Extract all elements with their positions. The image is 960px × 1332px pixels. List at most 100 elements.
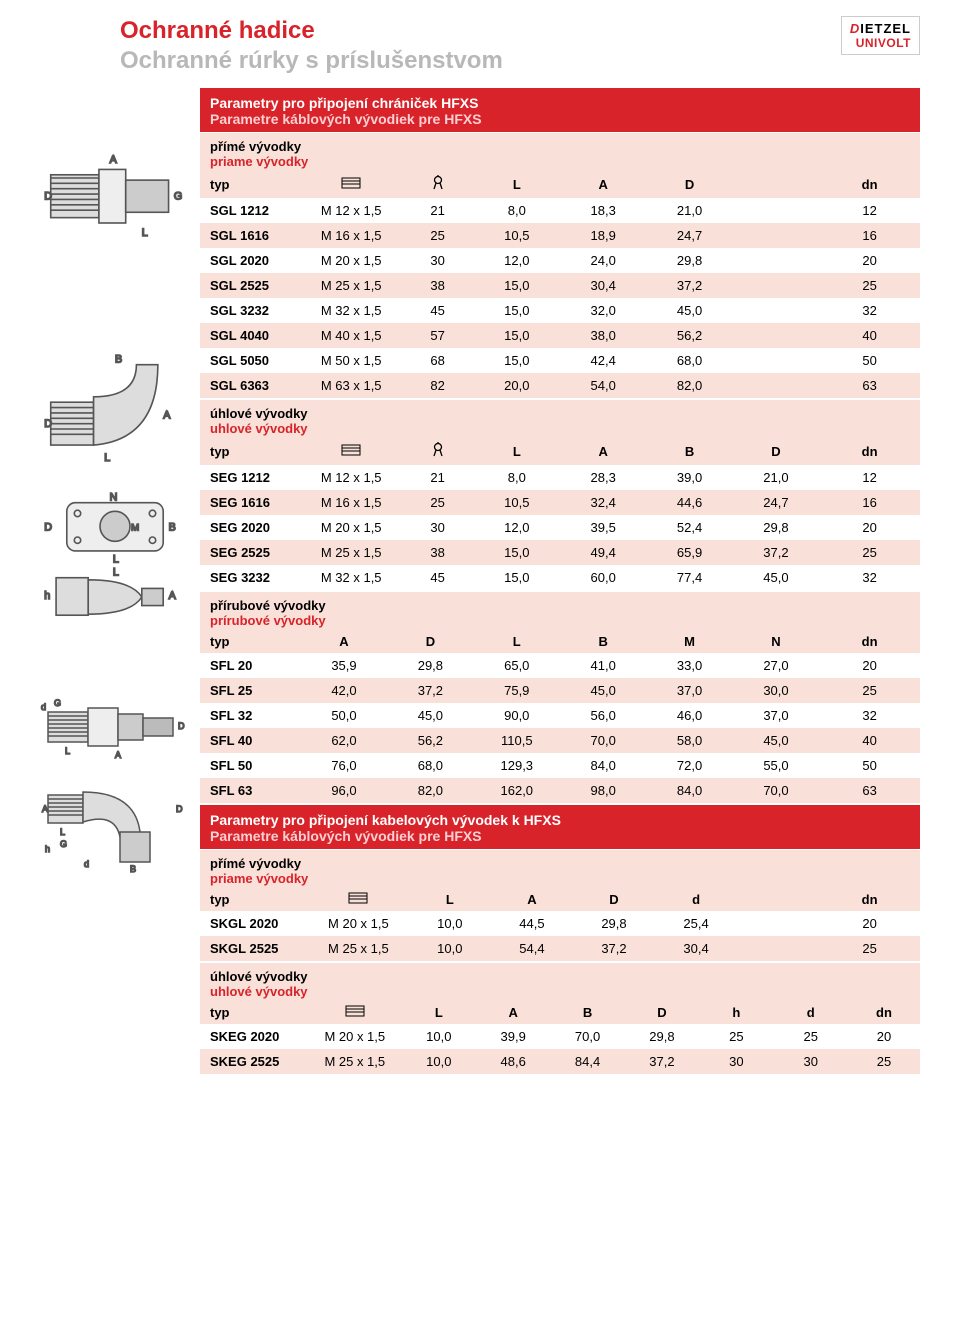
row-cell: 38,0 xyxy=(560,323,646,348)
row-cell: 45,0 xyxy=(646,298,732,323)
row-cell: 62,0 xyxy=(301,728,387,753)
row-cell: 28,3 xyxy=(560,465,646,490)
col-N: N xyxy=(733,630,819,653)
row-cell: 129,3 xyxy=(474,753,560,778)
row-cell: 54,0 xyxy=(560,373,646,398)
row-cell: 25 xyxy=(774,1024,848,1049)
row-cell: 84,0 xyxy=(560,753,646,778)
row-cell: 21 xyxy=(402,198,474,223)
row-cell: 37,2 xyxy=(646,273,732,298)
skeg-subheading: úhlové vývodky uhlové vývodky xyxy=(200,963,920,1001)
row-cell: 25,4 xyxy=(655,911,737,936)
row-type: SGL 5050 xyxy=(200,348,301,373)
row-type: SKEG 2020 xyxy=(200,1024,308,1049)
seg-sub-cs: úhlové vývodky xyxy=(210,406,910,421)
row-cell: 45,0 xyxy=(733,728,819,753)
thread-icon xyxy=(301,438,402,465)
row-cell: 10,0 xyxy=(409,911,491,936)
row-type: SGL 2525 xyxy=(200,273,301,298)
row-cell: M 32 x 1,5 xyxy=(301,565,402,590)
row-cell: 16 xyxy=(819,490,920,515)
table-row: SEG 2020M 20 x 1,53012,039,552,429,820 xyxy=(200,515,920,540)
row-cell: 8,0 xyxy=(474,465,560,490)
row-cell: 45 xyxy=(402,298,474,323)
row-cell xyxy=(733,348,819,373)
table-row: SKEG 2020M 20 x 1,510,039,970,029,825252… xyxy=(200,1024,920,1049)
row-cell: 50,0 xyxy=(301,703,387,728)
col-L: L xyxy=(474,171,560,198)
section1-title-sk: Parametre káblových vývodiek pre HFXS xyxy=(210,111,910,127)
row-cell: 76,0 xyxy=(301,753,387,778)
row-cell: 82,0 xyxy=(646,373,732,398)
row-type: SFL 50 xyxy=(200,753,301,778)
row-cell: 46,0 xyxy=(646,703,732,728)
svg-text:D: D xyxy=(44,522,52,534)
row-cell: 20 xyxy=(819,248,920,273)
content-grid: A D G L B D xyxy=(0,88,960,1074)
col-typ: typ xyxy=(200,1001,308,1024)
svg-text:L: L xyxy=(60,827,65,837)
row-cell: 41,0 xyxy=(560,653,646,678)
skeg-sub-sk: uhlové vývodky xyxy=(210,984,910,999)
row-cell: 65,9 xyxy=(646,540,732,565)
col-spacer xyxy=(733,171,819,198)
col-D: D xyxy=(625,1001,699,1024)
row-cell: 37,2 xyxy=(387,678,473,703)
row-type: SFL 25 xyxy=(200,678,301,703)
row-cell: 10,5 xyxy=(474,490,560,515)
row-cell: M 12 x 1,5 xyxy=(301,465,402,490)
svg-text:B: B xyxy=(115,354,122,366)
table-row: SGL 2525M 25 x 1,53815,030,437,225 xyxy=(200,273,920,298)
sfl-sub-cs: přírubové vývodky xyxy=(210,598,910,613)
row-cell: 25 xyxy=(699,1024,773,1049)
col-A: A xyxy=(301,630,387,653)
row-cell: 24,7 xyxy=(646,223,732,248)
row-cell: 21 xyxy=(402,465,474,490)
row-type: SEG 2020 xyxy=(200,515,301,540)
diagram-straight-fitting: A D G L xyxy=(40,148,190,244)
row-cell: 29,8 xyxy=(573,911,655,936)
table-row: SGL 3232M 32 x 1,54515,032,045,032 xyxy=(200,298,920,323)
row-cell: 29,8 xyxy=(625,1024,699,1049)
table-row: SFL 6396,082,0162,098,084,070,063 xyxy=(200,778,920,803)
page-title: Ochranné hadice Ochranné rúrky s prísluš… xyxy=(120,16,503,76)
row-type: SFL 20 xyxy=(200,653,301,678)
row-cell: 12,0 xyxy=(474,248,560,273)
row-type: SFL 40 xyxy=(200,728,301,753)
page-header: Ochranné hadice Ochranné rúrky s prísluš… xyxy=(0,0,960,88)
row-cell: 32 xyxy=(819,298,920,323)
row-cell: 39,5 xyxy=(560,515,646,540)
row-cell: 37,2 xyxy=(625,1049,699,1074)
svg-text:L: L xyxy=(113,554,119,566)
row-cell: 20 xyxy=(848,1024,920,1049)
row-cell: 29,8 xyxy=(646,248,732,273)
row-type: SEG 2525 xyxy=(200,540,301,565)
diagram-elbow-fitting: B D A L xyxy=(40,354,190,472)
row-cell: 30 xyxy=(402,515,474,540)
row-cell: 20 xyxy=(819,653,920,678)
row-cell: 37,0 xyxy=(646,678,732,703)
col-spacer xyxy=(737,888,819,911)
row-cell: 90,0 xyxy=(474,703,560,728)
row-cell: 45,0 xyxy=(387,703,473,728)
svg-text:h: h xyxy=(44,590,50,602)
row-cell: M 12 x 1,5 xyxy=(301,198,402,223)
row-cell: 12,0 xyxy=(474,515,560,540)
table-row: SGL 4040M 40 x 1,55715,038,056,240 xyxy=(200,323,920,348)
section1-header: Parametry pro připojení chrániček HFXS P… xyxy=(200,88,920,133)
svg-text:L: L xyxy=(142,227,148,239)
row-cell: 10,0 xyxy=(402,1049,476,1074)
svg-text:D: D xyxy=(44,190,52,202)
row-cell: 25 xyxy=(848,1049,920,1074)
row-type: SKGL 2525 xyxy=(200,936,308,961)
row-cell: 60,0 xyxy=(560,565,646,590)
title-line-2: Ochranné rúrky s príslušenstvom xyxy=(120,46,503,76)
row-cell: 15,0 xyxy=(474,323,560,348)
row-cell xyxy=(733,323,819,348)
row-cell: 58,0 xyxy=(646,728,732,753)
row-cell: M 16 x 1,5 xyxy=(301,490,402,515)
col-A: A xyxy=(560,438,646,465)
sgl-subheading: přímé vývodky priame vývodky xyxy=(200,133,920,171)
row-type: SGL 2020 xyxy=(200,248,301,273)
table-row: SGL 5050M 50 x 1,56815,042,468,050 xyxy=(200,348,920,373)
